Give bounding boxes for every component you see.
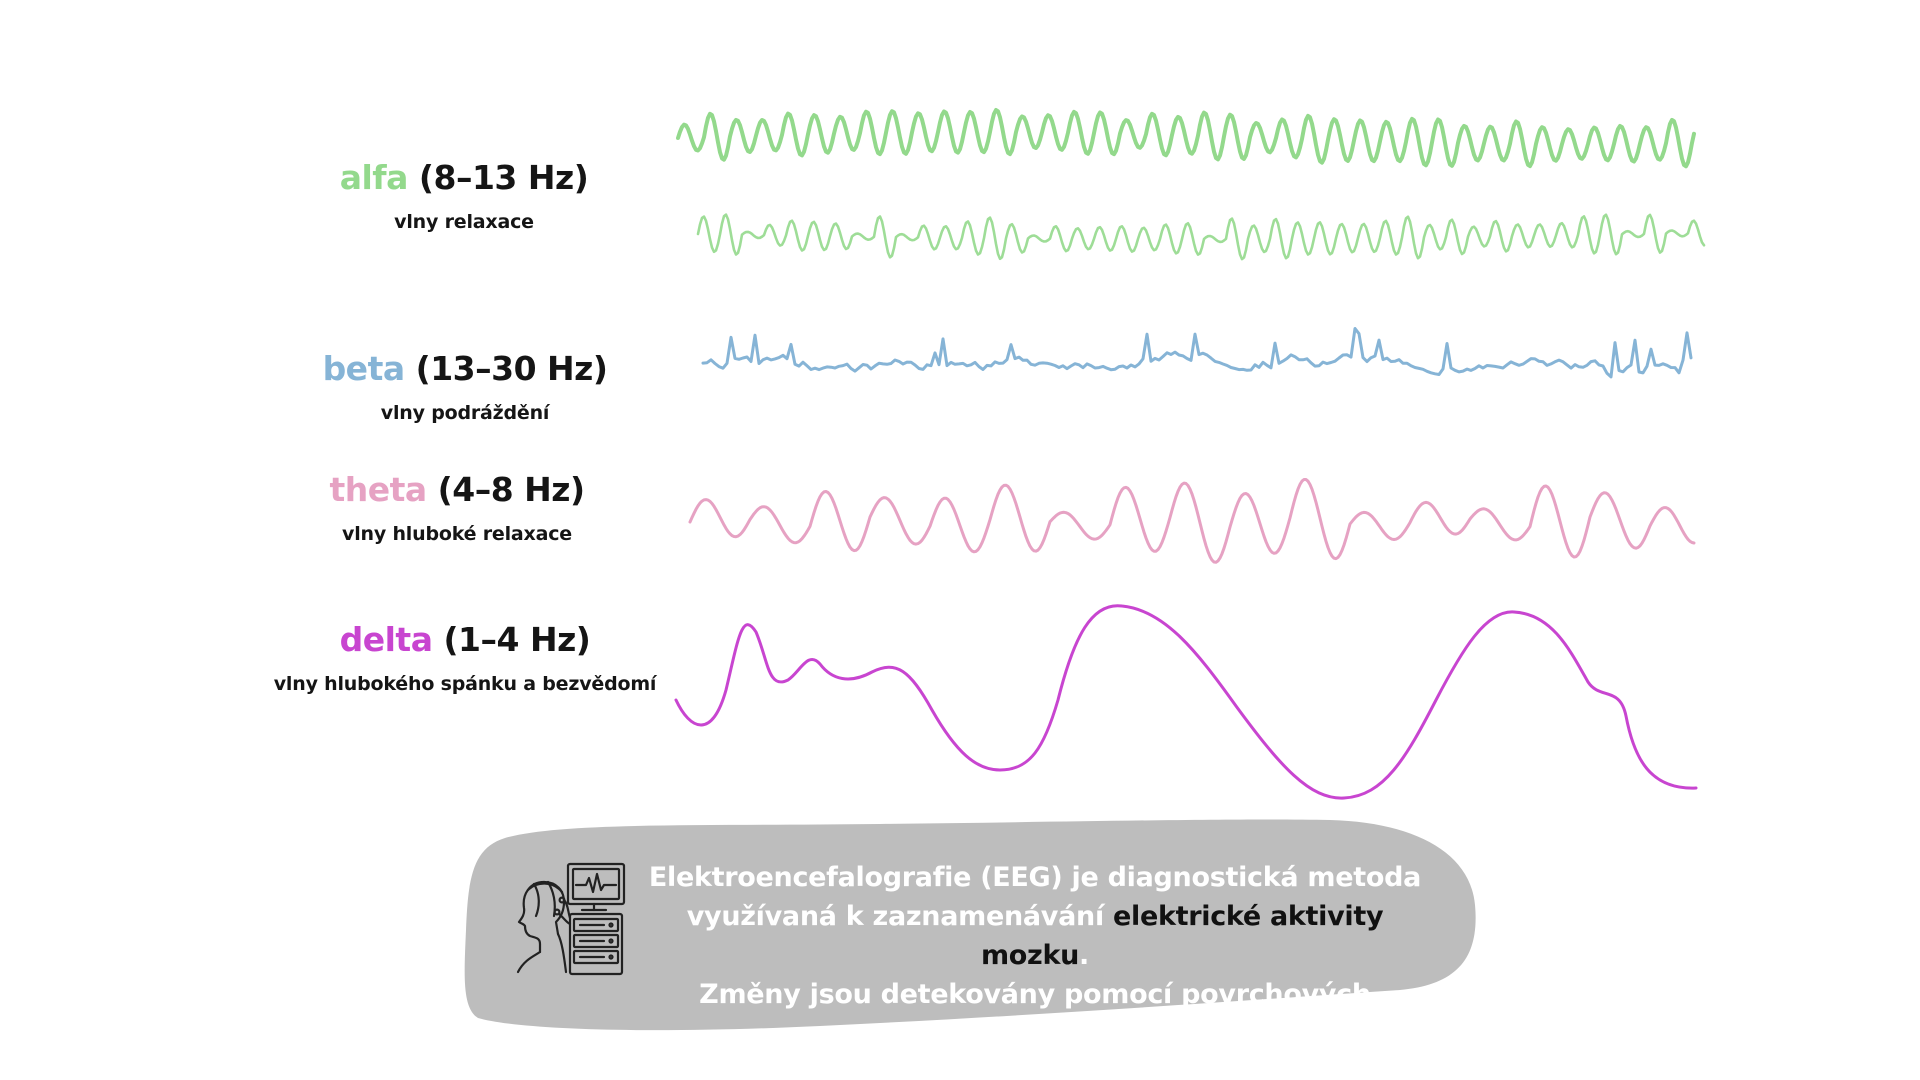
info-bubble [464, 819, 1476, 1031]
info-line-2: využívaná k zaznamenávání elektrické akt… [635, 897, 1435, 975]
theta-range: (4–8 Hz) [437, 470, 585, 509]
info-line-3: Změny jsou detekovány pomocí povrchových… [699, 979, 1371, 1049]
alfa-range: (8–13 Hz) [418, 158, 589, 197]
delta-subtitle: vlny hlubokého spánku a bezvědomí [273, 673, 657, 695]
beta-label: beta (13–30 Hz) vlny podráždění [323, 349, 608, 424]
alfa-wave-2 [696, 213, 1706, 261]
beta-subtitle: vlny podráždění [380, 402, 550, 424]
alfa-subtitle: vlny relaxace [394, 211, 534, 233]
info-line-1: Elektroencefalografie (EEG) je diagnosti… [648, 862, 1422, 893]
info-line-2-after: . [1079, 940, 1090, 971]
beta-wave [701, 327, 1693, 379]
alfa-name: alfa [339, 158, 409, 197]
beta-range: (13–30 Hz) [415, 349, 608, 388]
theta-label: theta (4–8 Hz) vlny hluboké relaxace [329, 470, 585, 545]
delta-label: delta (1–4 Hz) vlny hlubokého spánku a b… [274, 620, 657, 695]
theta-subtitle: vlny hluboké relaxace [342, 523, 572, 545]
alfa-wave-1 [676, 108, 1696, 169]
delta-wave [674, 604, 1698, 800]
theta-wave [688, 478, 1696, 564]
delta-range: (1–4 Hz) [443, 620, 591, 659]
delta-name: delta [339, 620, 433, 659]
beta-name: beta [322, 349, 406, 388]
info-line-2-highlight: elektrické aktivity mozku [980, 901, 1384, 971]
alfa-title: alfa (8–13 Hz) [340, 158, 589, 197]
beta-title: beta (13–30 Hz) [323, 349, 608, 388]
delta-title: delta (1–4 Hz) [274, 620, 657, 659]
info-line-2-before: využívaná k zaznamenávání [686, 901, 1114, 932]
theta-name: theta [329, 470, 427, 509]
alfa-label: alfa (8–13 Hz) vlny relaxace [340, 158, 589, 233]
info-text: Elektroencefalografie (EEG) je diagnosti… [635, 858, 1435, 1053]
eeg-patient-monitor-icon [516, 862, 626, 976]
theta-title: theta (4–8 Hz) [329, 470, 585, 509]
